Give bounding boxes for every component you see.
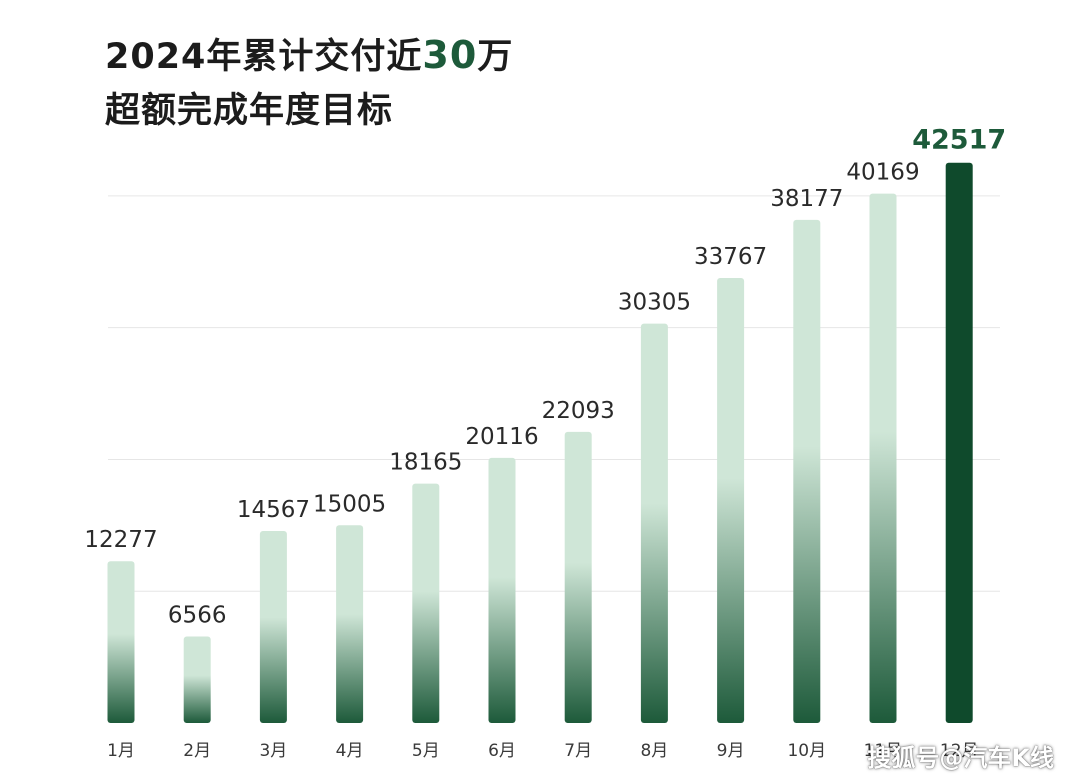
- value-label: 6566: [168, 602, 227, 628]
- x-tick-label: 11月: [864, 741, 903, 761]
- value-label: 14567: [237, 497, 310, 523]
- title-line-1-suffix: 万: [477, 37, 514, 77]
- value-label: 38177: [770, 186, 843, 212]
- bar-3月: [259, 531, 287, 723]
- value-label: 18165: [389, 450, 462, 476]
- value-label: 40169: [846, 160, 919, 186]
- value-label: 20116: [465, 424, 538, 450]
- x-tick-label: 6月: [488, 741, 516, 761]
- bar-2月: [183, 636, 211, 723]
- watermark: 搜狐号@汽车K线: [867, 744, 1054, 772]
- x-tick-label: 7月: [564, 741, 592, 761]
- bar-9月: [717, 278, 745, 723]
- value-label: 42517: [912, 125, 1006, 156]
- bar-12月: [945, 162, 973, 723]
- value-label: 30305: [618, 290, 691, 316]
- title-highlight-number: 30: [422, 33, 478, 77]
- x-tick-label: 10月: [787, 741, 826, 761]
- bar-6月: [488, 457, 516, 723]
- x-tick-label: 9月: [717, 741, 745, 761]
- bar-4月: [336, 525, 364, 723]
- bar-7月: [564, 431, 592, 723]
- x-tick-label: 5月: [412, 741, 440, 761]
- bars: [107, 162, 973, 723]
- title-line-1: 2024年累计交付近30万: [105, 28, 513, 84]
- title-line-1-prefix: 2024年累计交付近: [105, 37, 423, 77]
- value-label: 15005: [313, 491, 386, 517]
- value-label: 12277: [84, 527, 157, 553]
- value-label: 22093: [542, 398, 615, 424]
- x-tick-label: 4月: [336, 741, 364, 761]
- x-tick-label: 2月: [183, 741, 211, 761]
- grid-lines: [108, 195, 1000, 592]
- bar-11月: [869, 193, 897, 723]
- x-tick-label: 3月: [259, 741, 287, 761]
- x-tick-label: 12月: [940, 741, 979, 761]
- x-axis-labels: 1月 2月 3月 4月 5月 6月 7月 8月 9月 10月 11月 12月: [107, 741, 978, 761]
- x-tick-label: 8月: [640, 741, 668, 761]
- x-tick-label: 1月: [107, 741, 135, 761]
- chart-title: 2024年累计交付近30万 超额完成年度目标: [105, 28, 513, 138]
- title-line-2: 超额完成年度目标: [105, 91, 394, 131]
- bar-5月: [412, 483, 440, 723]
- value-label: 33767: [694, 244, 767, 270]
- bar-10月: [793, 219, 821, 723]
- bar-8月: [640, 323, 668, 723]
- bar-1月: [107, 561, 135, 723]
